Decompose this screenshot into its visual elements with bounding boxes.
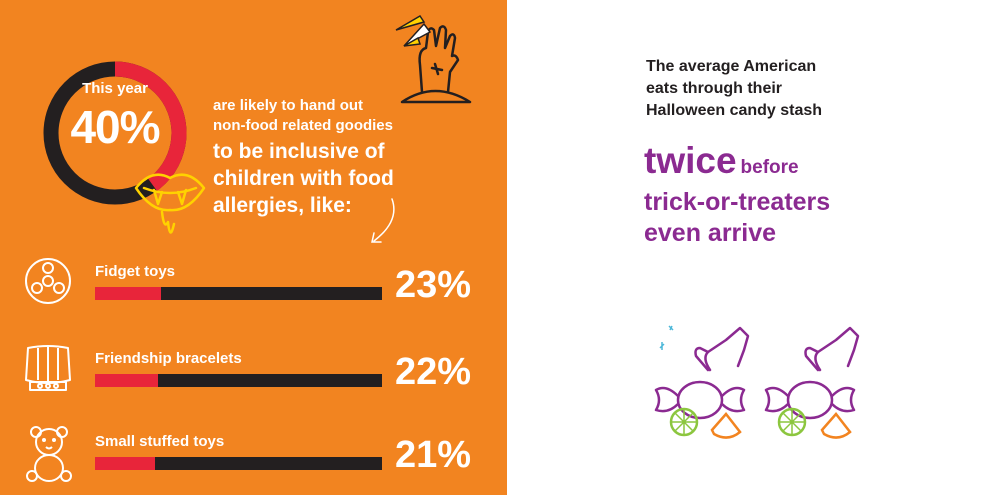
- trick-or-treaters-line: trick-or-treaters: [644, 188, 831, 216]
- fidget-spinner-icon: [25, 258, 71, 304]
- bar-value-small-stuffed-toys: 21%: [395, 434, 472, 476]
- bar-friendship-bracelets: [95, 374, 159, 387]
- bar-track: [95, 374, 382, 387]
- bar-value-friendship-bracelets: 22%: [395, 351, 472, 393]
- bar-label-fidget-toys: Fidget toys: [95, 263, 176, 280]
- teddy-bear-icon: [26, 426, 72, 482]
- bar-label-friendship-bracelets: Friendship bracelets: [95, 350, 242, 367]
- bracelet-icon: [25, 345, 71, 391]
- bar-label-small-stuffed-toys: Small stuffed toys: [95, 433, 225, 450]
- donut-progress-arc: [43, 61, 187, 205]
- curved-arrow-icon: [371, 198, 395, 243]
- donut-chart: [43, 61, 187, 205]
- stat-label: This year: [82, 80, 148, 97]
- bar-track: [95, 457, 382, 470]
- bar-fidget-toys: [95, 287, 161, 300]
- zombie-hand-icon: [395, 14, 472, 104]
- before-word: before: [740, 157, 799, 178]
- hand-with-candy-icon: [654, 325, 750, 439]
- even-arrive-line: even arrive: [644, 219, 777, 247]
- lead-text-small: are likely to hand out non-food related …: [213, 97, 393, 134]
- hand-with-candy-icon: [764, 326, 860, 439]
- bar-track: [95, 287, 382, 300]
- candy-corn-icon: [395, 14, 432, 47]
- stat-value: 40%: [70, 101, 160, 153]
- right-title: The average American eats through their …: [646, 58, 823, 119]
- lead-text-large: to be inclusive of children with food al…: [213, 140, 394, 217]
- twice-word: twice: [644, 140, 737, 181]
- infographic-left-panel: This year 40% are likely to hand out non…: [0, 0, 507, 495]
- twice-line: twice before: [644, 140, 799, 182]
- vampire-lips-icon: [134, 173, 206, 234]
- bar-small-stuffed-toys: [95, 457, 156, 470]
- bar-value-fidget-toys: 23%: [395, 264, 472, 306]
